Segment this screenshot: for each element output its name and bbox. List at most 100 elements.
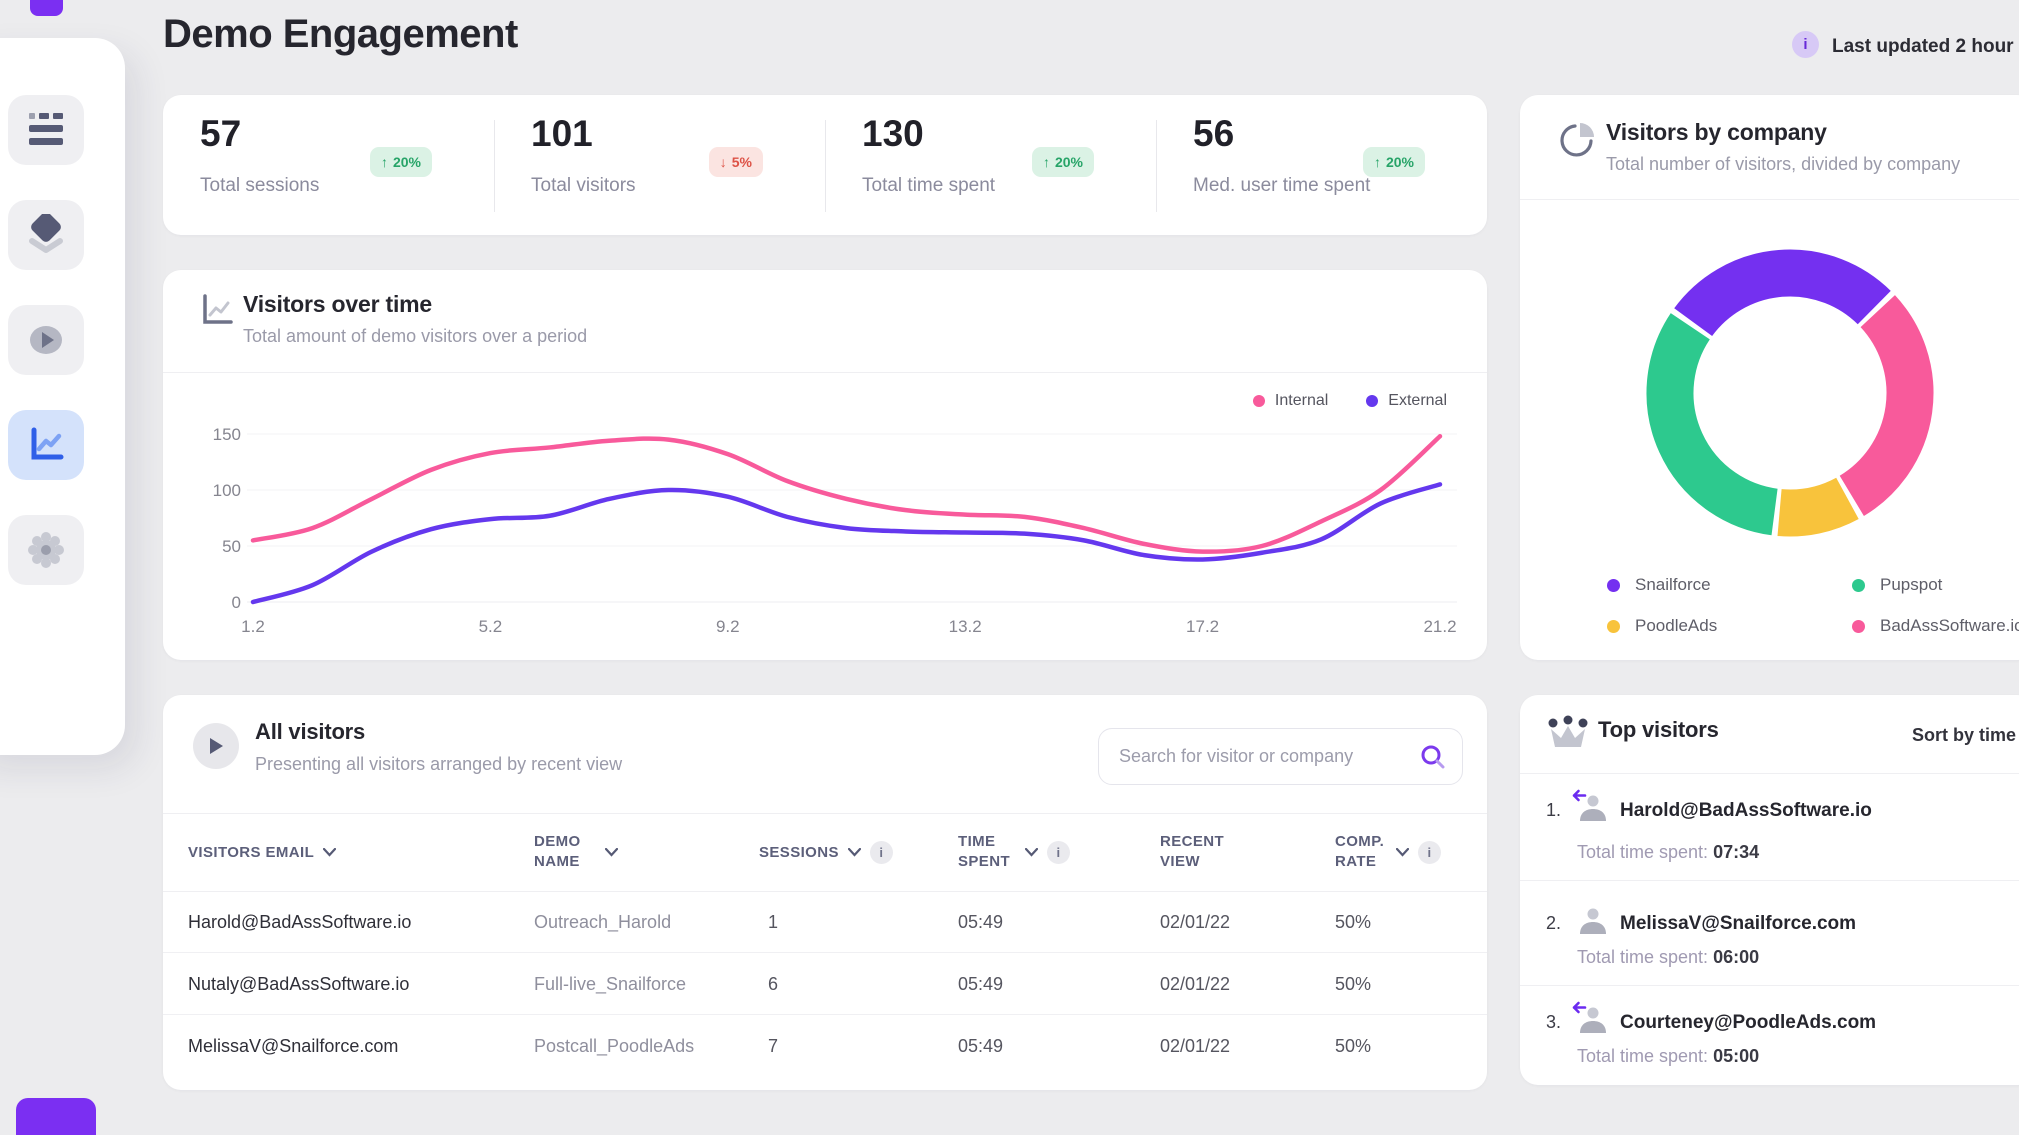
visitors-over-time-chart: 0 50 100 150 1.2 5.2 9.2 13.2 17.2 21.2 [213,425,1457,636]
sort-by-time-button[interactable]: Sort by time [1912,725,2017,745]
svg-text:0: 0 [232,593,241,612]
legend-label: BadAssSoftware.io [1880,616,2019,635]
sidebar-item-analytics[interactable] [8,410,84,480]
info-icon[interactable]: i [869,840,893,864]
returning-arrow-icon [1570,1001,1587,1014]
layers-icon [25,214,67,256]
search-icon[interactable] [1420,744,1446,770]
cell-email: Nutaly@BadAssSoftware.io [188,974,410,994]
top-visitor-email[interactable]: Harold@BadAssSoftware.io [1620,800,1872,821]
svg-text:13.2: 13.2 [949,617,982,636]
all-visitors-card: All visitors Presenting all visitors arr… [163,695,1487,1090]
chevron-down-icon[interactable] [323,847,337,857]
divider [1520,199,2019,200]
info-icon: i [1792,31,1819,58]
chevron-down-icon[interactable] [605,847,618,857]
search-box[interactable] [1098,728,1463,785]
legend-item-internal: Internal [1252,392,1329,410]
column-header-comp-rate[interactable]: COMP. RATE i [1335,813,1441,891]
stat-label: Total time spent [862,175,996,196]
chevron-down-icon[interactable] [847,847,861,857]
section-subtitle: Total amount of demo visitors over a per… [243,326,588,346]
section-title: Visitors over time [243,291,433,317]
legend-dot [1252,395,1265,407]
trend-arrow-icon: ↓ [719,154,727,170]
stat-label: Total sessions [200,175,320,196]
legend-label: Pupspot [1880,575,1943,594]
column-header-demo-name[interactable]: DEMO NAME [534,813,618,891]
table-row[interactable]: Nutaly@BadAssSoftware.io Full-live_Snail… [163,953,1487,1015]
total-time-value: 07:34 [1713,842,1760,862]
returning-arrow-icon [1570,789,1587,802]
section-title: All visitors [255,719,366,744]
stat-value: 56 [1193,113,1235,154]
divider [1520,773,2019,774]
sidebar-item-settings[interactable] [8,515,84,585]
stat-value: 130 [862,113,924,154]
divider [163,891,1487,892]
svg-text:1.2: 1.2 [241,617,265,636]
legend-label: Internal [1274,392,1329,409]
person-icon [1574,905,1608,937]
legend-label: External [1388,392,1447,409]
column-header-recent-view[interactable]: RECENT VIEW [1160,813,1228,891]
visitors-over-time-card: Visitors over time Total amount of demo … [163,270,1487,660]
divider [163,813,1487,814]
total-time-spent: Total time spent: 06:00 [1577,947,1759,968]
total-time-spent: Total time spent: 07:34 [1577,842,1759,863]
trend-arrow-icon: ↑ [1373,154,1381,170]
rank-label: 2. [1546,913,1562,933]
trend-arrow-icon: ↑ [380,154,388,170]
sidebar [0,38,125,755]
search-input[interactable] [1119,746,1420,767]
cell-comp-rate: 50% [1335,912,1372,932]
pie-chart-icon [1556,119,1598,161]
total-time-spent: Total time spent: 05:00 [1577,1046,1759,1067]
cell-time-spent: 05:49 [958,912,1004,932]
stat-med-user-time: 56 Med. user time spent ↑ 20% [1156,95,1487,235]
table-row[interactable]: Harold@BadAssSoftware.io Outreach_Harold… [163,891,1487,953]
info-icon[interactable]: i [1418,840,1441,864]
trend-arrow-icon: ↑ [1042,154,1050,170]
top-visitor-email[interactable]: Courteney@PoodleAds.com [1620,1012,1877,1033]
donut-legend-snailforce: Snailforce [1607,575,1711,595]
cell-time-spent: 05:49 [958,974,1004,994]
sidebar-item-demos[interactable] [8,305,84,375]
chevron-down-icon[interactable] [1396,847,1409,857]
column-header-visitors-email[interactable]: VISITORS EMAIL [188,813,337,891]
table-row[interactable]: MelissaV@Snailforce.com Postcall_PoodleA… [163,1015,1487,1077]
legend-item-external: External [1366,392,1447,410]
divider [163,372,1487,373]
info-icon[interactable]: i [1047,840,1070,864]
visitors-by-company-chart [1646,249,1934,537]
column-header-time-spent[interactable]: TIME SPENT i [958,813,1070,891]
cell-sessions: 1 [768,912,779,932]
play-icon [193,723,239,769]
svg-text:9.2: 9.2 [716,617,740,636]
stat-change-badge: ↑ 20% [1362,147,1425,177]
divider [1520,985,2019,986]
page-title: Demo Engagement [163,12,518,56]
section-title: Visitors by company [1606,119,1827,145]
stat-change-badge: ↑ 20% [1031,147,1094,177]
svg-text:100: 100 [213,481,241,500]
person-icon [1572,789,1608,824]
sidebar-item-overview[interactable] [8,95,84,165]
svg-text:5.2: 5.2 [479,617,503,636]
svg-text:21.2: 21.2 [1423,617,1456,636]
column-label: DEMO NAME [534,832,581,870]
svg-text:50: 50 [222,537,241,556]
line-chart-icon [197,290,237,330]
menu-board-icon [27,113,65,147]
stat-label: Total visitors [531,175,636,196]
cell-demo-name: Full-live_Snailforce [534,974,687,994]
chevron-down-icon[interactable] [1025,847,1038,857]
column-header-sessions[interactable]: SESSIONS i [759,813,893,891]
column-label: RECENT VIEW [1160,832,1225,870]
sidebar-item-layers[interactable] [8,200,84,270]
legend-label: PoodleAds [1635,616,1718,635]
top-visitor-email[interactable]: MelissaV@Snailforce.com [1620,913,1857,934]
cell-comp-rate: 50% [1335,974,1372,994]
person-icon [1572,1001,1608,1036]
